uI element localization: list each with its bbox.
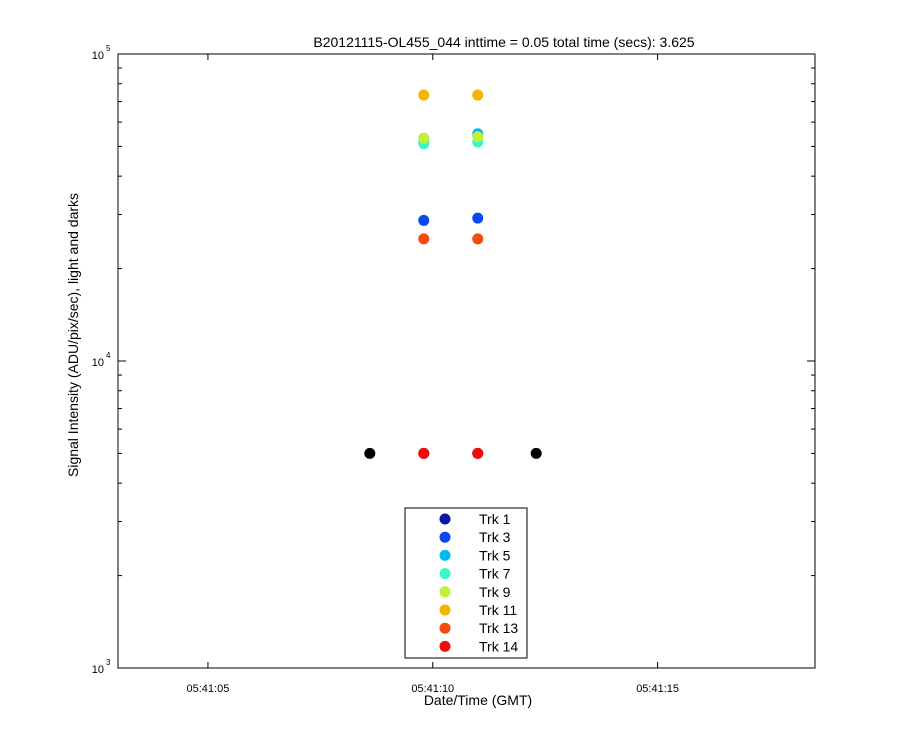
marker-trk-11 — [418, 89, 430, 101]
y-tick-label-base: 10 — [92, 664, 104, 676]
legend-label: Trk 3 — [479, 529, 511, 545]
x-tick-label: 05:41:10 — [411, 683, 454, 695]
marker-trk-3 — [418, 214, 430, 226]
y-tick-label-exponent: 3 — [106, 658, 111, 667]
legend-label: Trk 11 — [479, 602, 517, 618]
marker-trk-9 — [472, 131, 484, 143]
legend-marker-trk-5 — [439, 549, 451, 561]
x-tick-label: 05:41:05 — [187, 683, 230, 695]
x-axis-label: Date/Time (GMT) — [424, 692, 532, 708]
chart-title: B20121115-OL455_044 inttime = 0.05 total… — [313, 34, 694, 50]
marker-trk-11 — [472, 89, 484, 101]
marker-dark — [530, 447, 542, 459]
legend-label: Trk 1 — [479, 511, 511, 527]
legend-marker-trk-13 — [439, 622, 451, 634]
y-axis-label: Signal Intensity (ADU/pix/sec), light an… — [65, 193, 81, 477]
y-tick-label-base: 10 — [92, 50, 104, 62]
legend-marker-trk-7 — [439, 568, 451, 580]
legend-label: Trk 5 — [479, 547, 511, 563]
marker-trk-3 — [472, 212, 484, 224]
y-tick-label-exponent: 5 — [106, 44, 111, 53]
legend-box — [404, 507, 528, 659]
marker-trk-14 — [418, 447, 430, 459]
legend: Trk 1 Trk 3 Trk 5 Trk 7 Trk 9 Trk 11 Trk 13 Trk… — [404, 507, 528, 659]
legend-marker-trk-11 — [439, 604, 451, 616]
marker-trk-14 — [472, 447, 484, 459]
marker-trk-13 — [472, 233, 484, 245]
y-tick-label-base: 10 — [92, 357, 104, 369]
marker-trk-13 — [418, 233, 430, 245]
legend-label: Trk 9 — [479, 584, 511, 600]
legend-label: Trk 7 — [479, 566, 511, 582]
legend-label: Trk 14 — [479, 638, 518, 654]
legend-marker-trk-9 — [439, 586, 451, 598]
marker-dark — [364, 447, 376, 459]
y-tick-label-exponent: 4 — [106, 351, 111, 360]
legend-marker-trk-14 — [439, 640, 451, 652]
legend-items: Trk 1 Trk 3 Trk 5 Trk 7 Trk 9 Trk 11 Trk 13 Trk… — [439, 511, 518, 654]
x-tick-labels: 05:41:05 05:41:10 05:41:15 — [187, 683, 680, 695]
data-markers — [364, 89, 542, 459]
legend-marker-trk-1 — [439, 513, 451, 525]
legend-marker-trk-3 — [439, 531, 451, 543]
marker-trk-9 — [418, 132, 430, 144]
axis-ticks — [118, 53, 815, 669]
x-tick-label: 05:41:15 — [636, 683, 679, 695]
legend-label: Trk 13 — [479, 620, 518, 636]
